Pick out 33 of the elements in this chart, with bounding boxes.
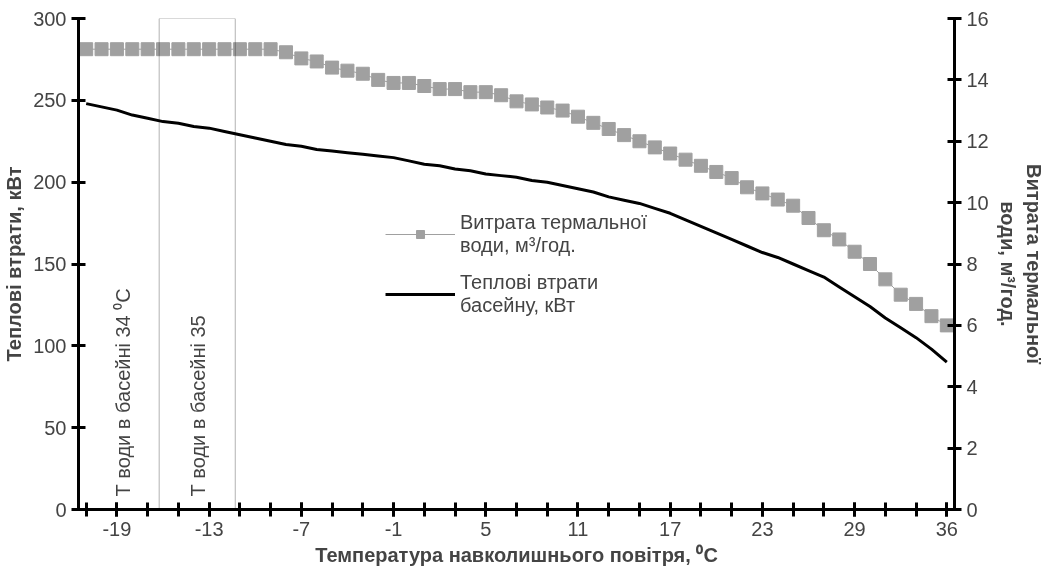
x-tick-label: 23 bbox=[751, 517, 774, 540]
x-tick-label: 11 bbox=[567, 517, 589, 540]
y-axis-title: Теплові втрати, кВт bbox=[3, 166, 26, 362]
y2-tick-label: 8 bbox=[966, 253, 978, 275]
y-tick-label: 0 bbox=[55, 498, 67, 521]
y2-tick-label: 16 bbox=[966, 7, 989, 30]
x-tick-label: -19 bbox=[102, 517, 132, 540]
y2-axis-title: Витрата термальної води, м³/год. bbox=[996, 164, 1046, 365]
annotation: Т води в басейні 34 ⁰C bbox=[112, 288, 135, 497]
y-tick-label: 100 bbox=[33, 334, 67, 357]
x-tick-label: 17 bbox=[659, 517, 682, 540]
y2-tick-label: 12 bbox=[966, 130, 989, 153]
annotation: Т води в басейні 35 bbox=[186, 315, 209, 497]
y2-tick-label: 0 bbox=[966, 498, 978, 521]
x-tick-label: 36 bbox=[935, 517, 958, 540]
y-tick-label: 200 bbox=[33, 171, 67, 194]
x-tick-label: 29 bbox=[843, 517, 866, 540]
x-tick-label: -1 bbox=[384, 517, 403, 540]
y-tick-label: 150 bbox=[33, 253, 67, 275]
y2-tick-label: 14 bbox=[966, 68, 989, 91]
y2-tick-label: 10 bbox=[966, 191, 989, 214]
x-tick-label: -13 bbox=[194, 517, 224, 540]
y-tick-label: 50 bbox=[44, 416, 67, 439]
x-tick-label: -7 bbox=[292, 517, 311, 540]
y2-tick-label: 2 bbox=[966, 437, 978, 460]
legend-label: Витрата термальної води, м³/год. bbox=[460, 210, 647, 257]
x-tick-label: 5 bbox=[480, 517, 492, 540]
y2-tick-label: 4 bbox=[966, 375, 978, 398]
y-tick-label: 250 bbox=[33, 89, 67, 112]
legend-label: Теплові втрати басейну, кВт bbox=[460, 270, 599, 317]
y-tick-label: 300 bbox=[33, 7, 67, 30]
y2-tick-label: 6 bbox=[966, 314, 978, 337]
x-axis-title: Температура навколишнього повітря, ⁰C bbox=[315, 543, 718, 566]
